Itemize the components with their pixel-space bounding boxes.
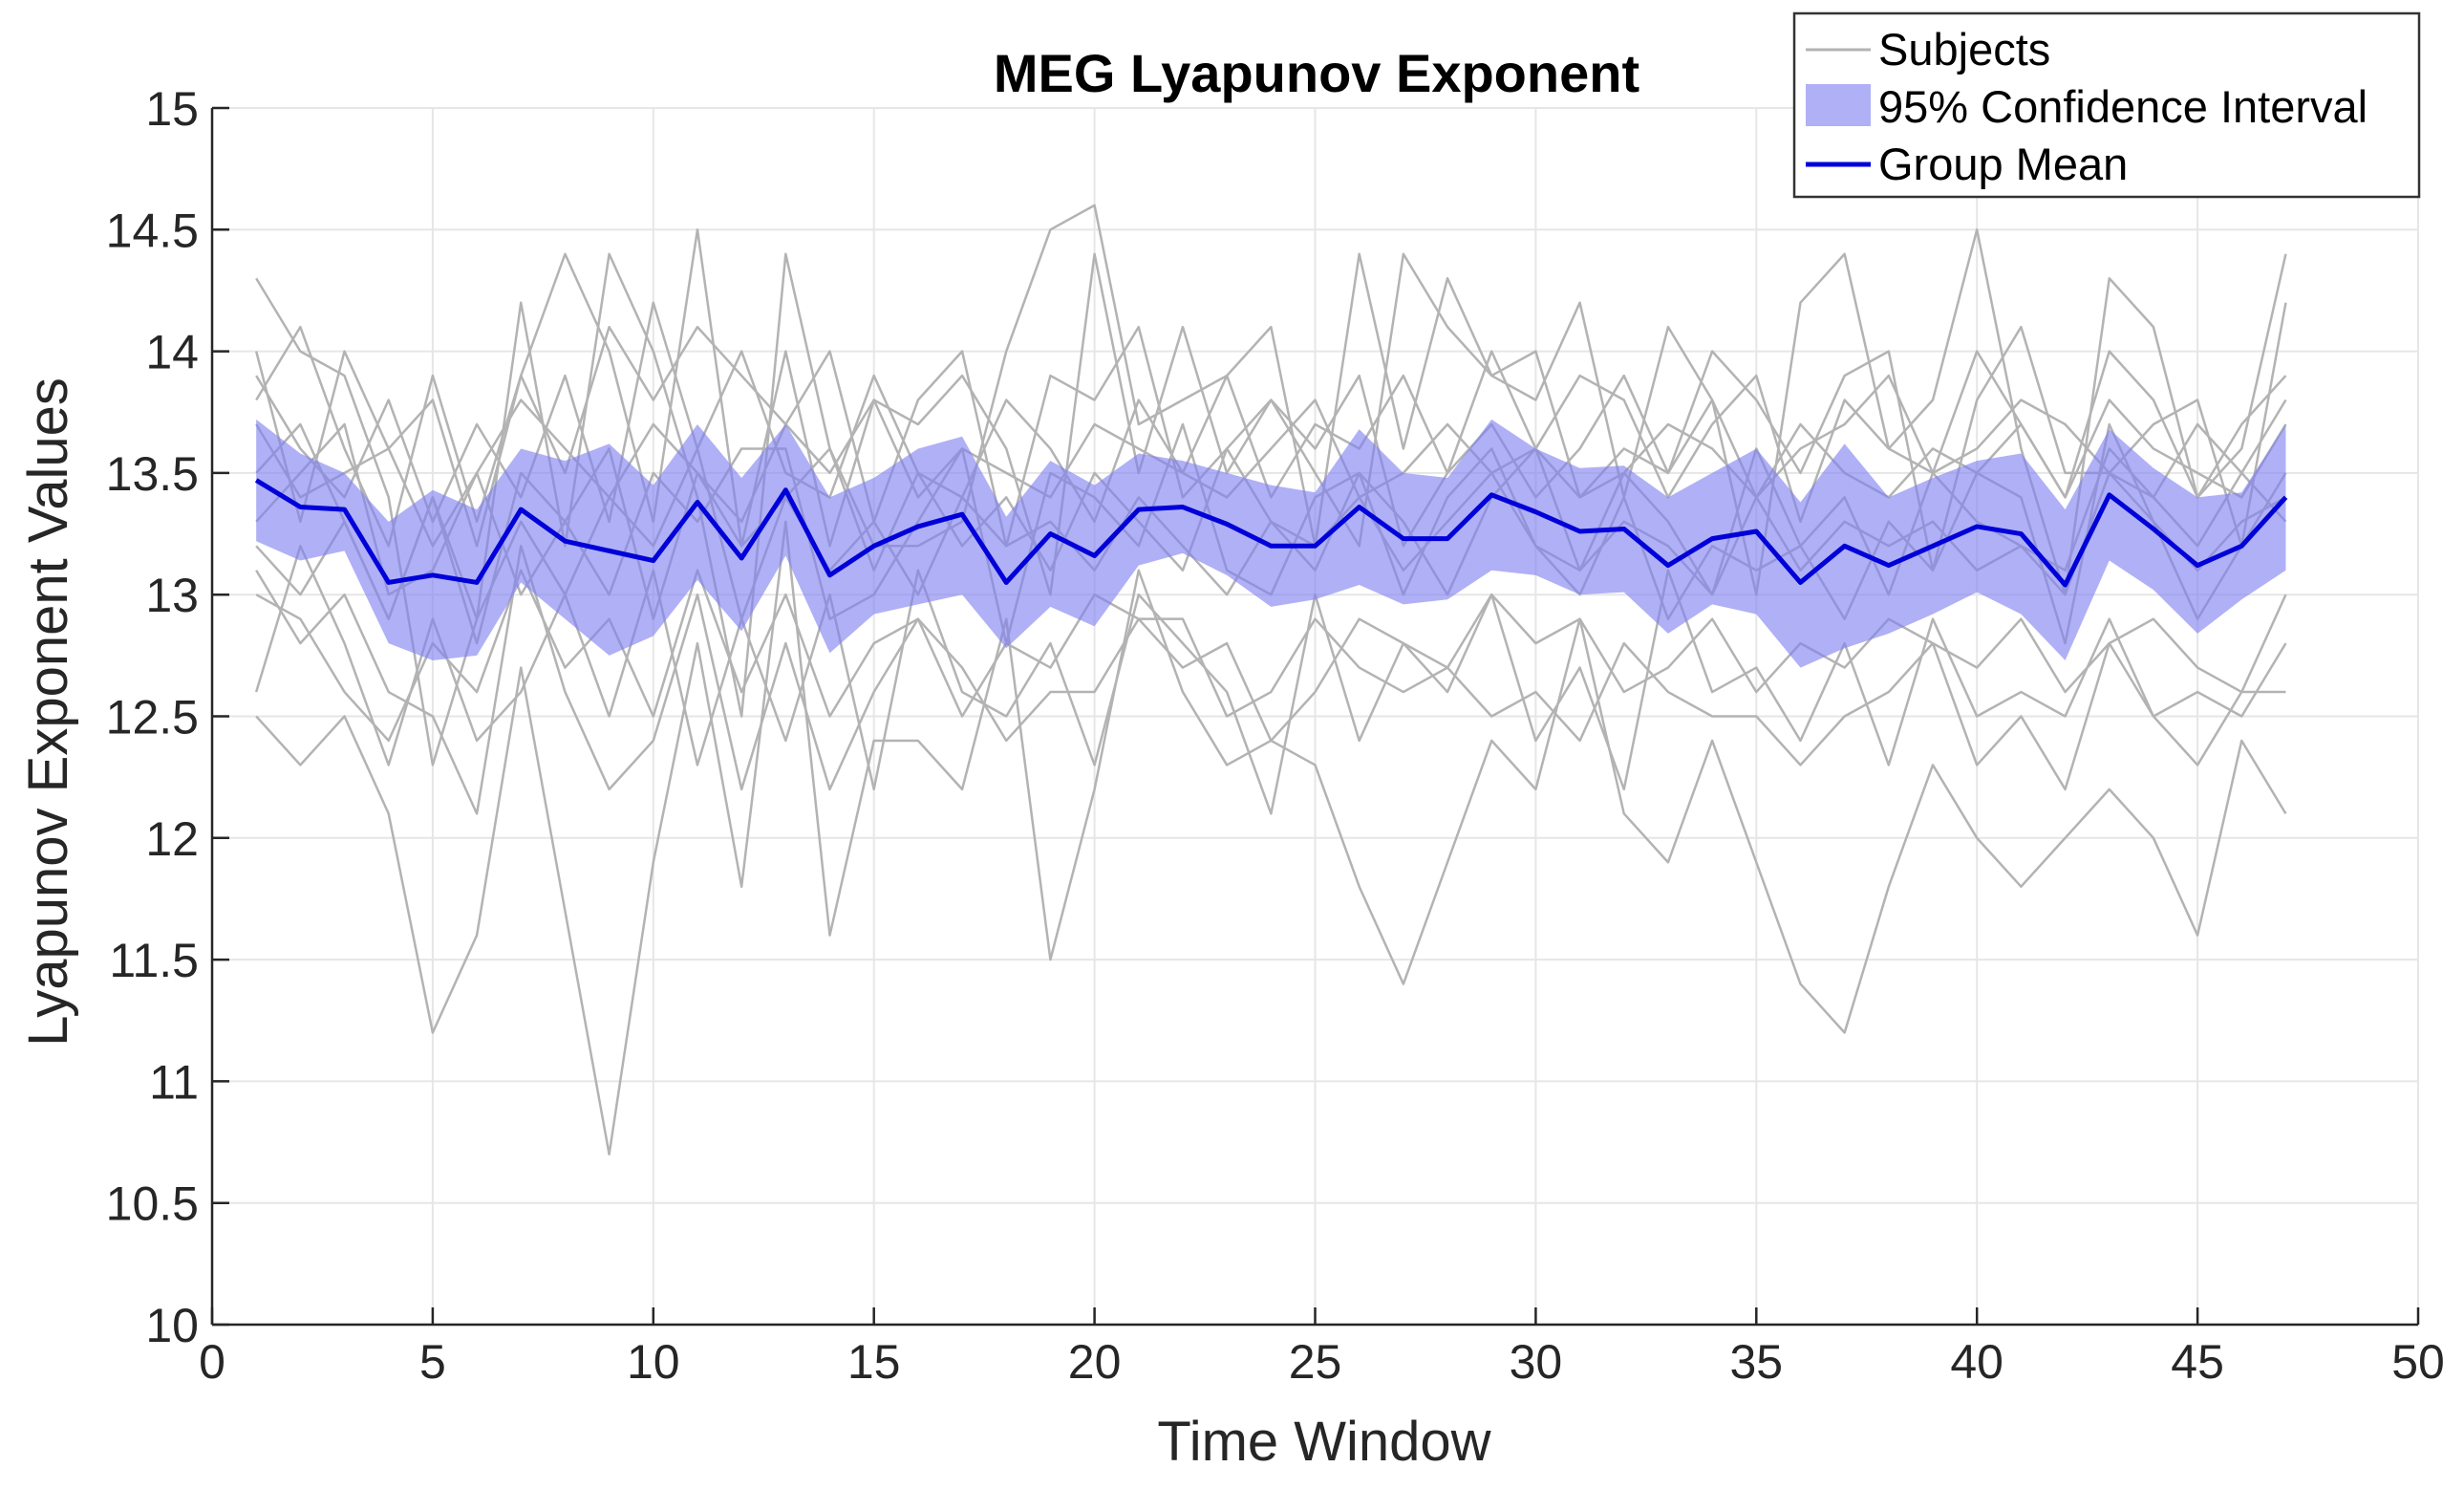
y-axis-title: Lyapunov Exponent Values — [17, 378, 79, 1047]
x-tick-label: 0 — [199, 1335, 225, 1389]
group-mean — [254, 478, 2288, 588]
y-tick-label: 14 — [145, 326, 199, 379]
y-tick-label: 11.5 — [109, 934, 199, 987]
group-mean-line — [254, 478, 2288, 588]
x-axis-title: Time Window — [1157, 1411, 1491, 1473]
x-tick-label: 50 — [2391, 1335, 2445, 1389]
x-tick-label: 25 — [1289, 1335, 1342, 1389]
y-tick-label: 10.5 — [106, 1177, 199, 1231]
x-tick-label: 15 — [847, 1335, 901, 1389]
x-tick-label: 20 — [1068, 1335, 1122, 1389]
legend: Subjects 95% Confidence Interval Group M… — [1792, 11, 2421, 199]
tick-labels: 0 5 10 15 20 25 30 35 40 45 50 10 10.5 11 11.5 12 12.5 13… — [106, 82, 2445, 1389]
y-tick-label: 13 — [145, 569, 199, 622]
y-tick-label: 12 — [145, 812, 199, 866]
y-tick-label: 10 — [145, 1299, 199, 1352]
y-tick-label: 11 — [149, 1055, 199, 1109]
x-tick-label: 45 — [2171, 1335, 2224, 1389]
y-tick-label: 14.5 — [106, 204, 199, 257]
legend-box — [1792, 11, 2421, 199]
legend-ci-label: 95% Confidence Interval — [1878, 81, 2368, 132]
y-tick-label: 13.5 — [106, 447, 199, 501]
subject-line — [255, 204, 2287, 766]
x-tick-label: 40 — [1950, 1335, 2003, 1389]
x-tick-label: 5 — [419, 1335, 446, 1389]
x-tick-label: 10 — [627, 1335, 680, 1389]
axes — [210, 106, 2420, 1327]
legend-mean-label: Group Mean — [1878, 139, 2128, 189]
x-tick-label: 30 — [1510, 1335, 1563, 1389]
subject-line — [254, 325, 2287, 548]
legend-subjects-label: Subjects — [1878, 24, 2050, 75]
legend-ci-swatch — [1806, 84, 1871, 126]
chart-title: MEG Lyapunov Exponent — [994, 43, 1639, 103]
y-tick-label: 12.5 — [106, 691, 199, 744]
y-tick-label: 15 — [145, 82, 199, 136]
x-tick-label: 35 — [1729, 1335, 1783, 1389]
subject-line — [255, 545, 2286, 815]
